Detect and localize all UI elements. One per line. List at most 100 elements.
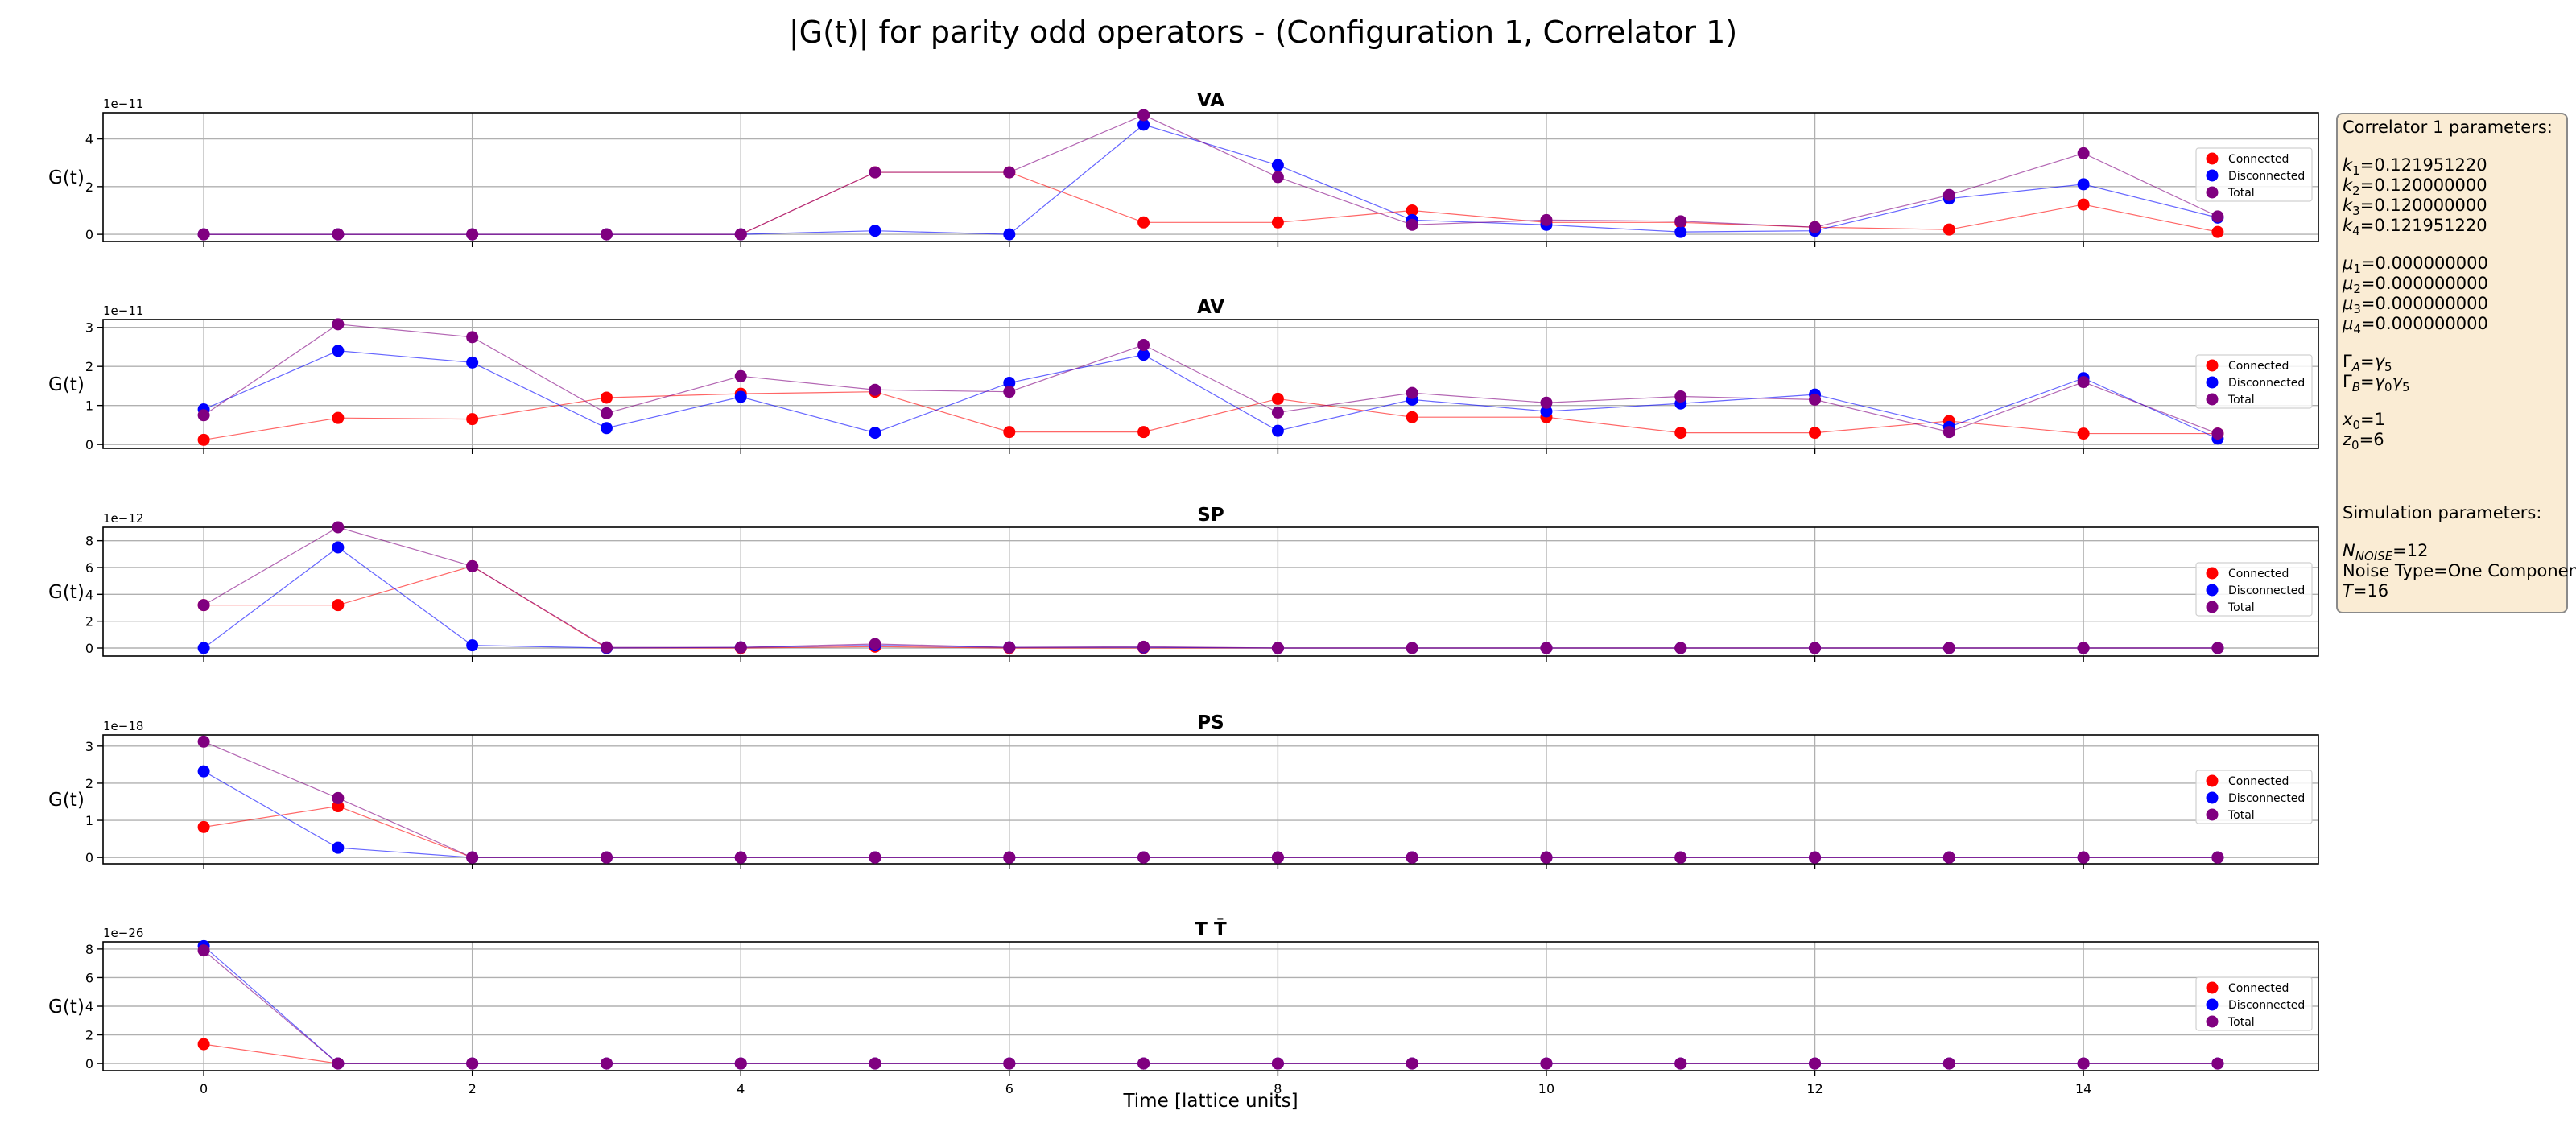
x-tick-label: 10 — [1538, 1081, 1554, 1096]
param-mu4: μ4=0.000000000 — [2343, 314, 2488, 337]
data-point-total — [332, 228, 345, 241]
axes-frame — [102, 112, 2319, 242]
legend-label: Disconnected — [2228, 170, 2305, 183]
y-tick-label: 6 — [85, 560, 93, 576]
legend-label: Connected — [2228, 568, 2289, 580]
param-t: T=16 — [2343, 581, 2389, 601]
legend-label: Total — [2227, 601, 2255, 614]
param-x0: x0=1 — [2343, 410, 2385, 433]
y-tick-label: 4 — [85, 587, 93, 602]
legend-label: Disconnected — [2228, 377, 2305, 390]
subplot-title: PS — [1197, 712, 1224, 733]
subplot-title: T T̄ — [1195, 917, 1227, 940]
data-point-total — [1809, 1057, 1822, 1070]
param-gamma-b: ΓB=γ0γ5 — [2343, 372, 2410, 395]
data-point-total — [1003, 166, 1016, 179]
y-tick-label: 6 — [85, 970, 93, 985]
data-point-total — [2077, 147, 2090, 159]
y-tick-label: 2 — [85, 1028, 93, 1043]
data-point-disconnected — [1003, 228, 1016, 241]
legend-marker — [2206, 169, 2219, 182]
data-point-total — [1674, 851, 1687, 864]
data-point-disconnected — [332, 541, 345, 554]
data-point-disconnected — [600, 422, 613, 435]
data-point-disconnected — [197, 642, 210, 654]
data-point-total — [197, 409, 210, 422]
axes-frame — [102, 319, 2319, 449]
data-point-total — [600, 407, 613, 419]
data-point-connected — [2077, 427, 2090, 440]
data-point-total — [1540, 642, 1553, 654]
data-point-total — [197, 599, 210, 612]
legend-marker — [2206, 376, 2219, 389]
legend-marker — [2206, 186, 2219, 199]
legend-marker — [2206, 152, 2219, 165]
series-line-connected — [203, 805, 2218, 858]
y-axis-label: G(t) — [48, 790, 85, 811]
data-point-total — [869, 1057, 881, 1070]
y-tick-label: 2 — [85, 776, 93, 791]
data-point-total — [1942, 188, 1955, 201]
legend-box — [2195, 562, 2313, 617]
data-point-disconnected — [1003, 377, 1016, 390]
data-point-total — [1137, 640, 1150, 653]
data-point-total — [466, 1057, 479, 1070]
data-point-total — [1271, 1057, 1284, 1070]
data-point-total — [1674, 1057, 1687, 1070]
x-tick-label: 12 — [1806, 1081, 1823, 1096]
legend-box — [2195, 770, 2313, 824]
y-tick-label: 0 — [85, 437, 93, 452]
series-line-total — [203, 324, 2219, 435]
param-k3: k3=0.120000000 — [2343, 196, 2487, 219]
data-point-disconnected — [466, 639, 479, 652]
y-tick-label: 3 — [85, 320, 93, 336]
legend-label: Connected — [2228, 153, 2289, 166]
series-line-connected — [203, 391, 2218, 440]
data-point-total — [2077, 376, 2090, 389]
data-point-total — [1942, 1057, 1955, 1070]
param-z0: z0=6 — [2343, 430, 2384, 453]
legend-marker — [2206, 584, 2219, 597]
data-point-total — [1406, 1057, 1418, 1070]
exponent-label: 1e−18 — [103, 719, 143, 733]
y-tick-label: 3 — [85, 739, 93, 754]
data-point-disconnected — [197, 765, 210, 778]
axes-frame — [102, 734, 2319, 865]
data-point-total — [1406, 851, 1418, 864]
legend-label: Connected — [2228, 982, 2289, 995]
data-point-connected — [197, 1038, 210, 1051]
data-point-total — [869, 383, 881, 396]
legend-marker — [2206, 774, 2219, 787]
data-point-total — [1809, 851, 1822, 864]
data-point-total — [1540, 1057, 1553, 1070]
param-mu3: μ3=0.000000000 — [2343, 294, 2488, 317]
legend-box — [2195, 976, 2313, 1031]
data-point-connected — [197, 433, 210, 446]
data-point-disconnected — [869, 225, 881, 237]
data-point-total — [332, 318, 345, 331]
data-point-total — [2077, 642, 2090, 654]
data-point-total — [1003, 386, 1016, 398]
data-point-total — [332, 521, 345, 534]
series-line-connected — [204, 565, 2218, 649]
data-point-total — [2211, 427, 2224, 440]
data-point-total — [1942, 851, 1955, 864]
series-line-disconnected — [204, 124, 2219, 235]
legend-label: Disconnected — [2228, 792, 2305, 805]
param-k2: k2=0.120000000 — [2343, 175, 2487, 199]
y-tick-label: 1 — [85, 813, 93, 828]
legend-label: Disconnected — [2228, 584, 2305, 597]
data-point-connected — [1406, 411, 1418, 423]
y-axis-label: G(t) — [48, 167, 85, 188]
legend-marker — [2206, 1015, 2219, 1028]
data-point-total — [1540, 851, 1553, 864]
data-point-total — [1271, 171, 1284, 184]
data-point-connected — [197, 820, 210, 833]
data-point-total — [2211, 851, 2224, 864]
legend-box — [2195, 147, 2313, 202]
data-point-total — [1271, 406, 1284, 419]
series-line-connected — [204, 1043, 2218, 1064]
data-point-total — [869, 851, 881, 864]
y-tick-label: 1 — [85, 398, 93, 414]
